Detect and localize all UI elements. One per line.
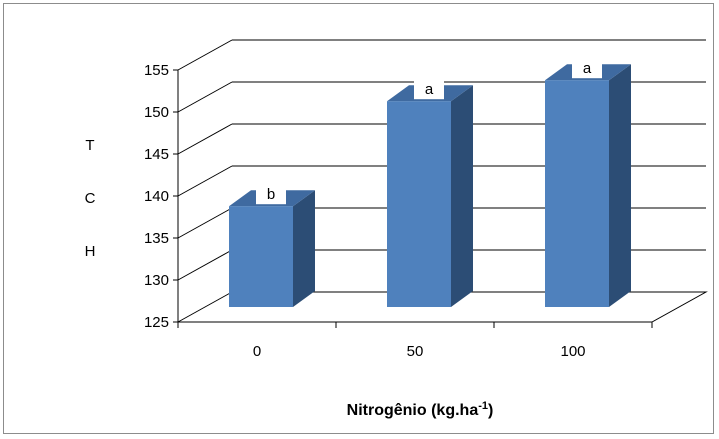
x-axis-title-close: ) <box>488 402 493 419</box>
bars <box>229 64 631 307</box>
x-tick-labels: 0 50 100 <box>253 343 586 360</box>
gridline-diagonal <box>177 81 233 113</box>
gridline-diagonal <box>177 123 233 155</box>
data-label-background <box>572 56 602 79</box>
data-label: a <box>583 60 592 77</box>
y-tick-labels: 125 130 135 140 145 150 155 <box>144 62 169 331</box>
x-tick-label: 50 <box>407 343 424 360</box>
y-axis-letter-c: C <box>85 190 96 207</box>
gridline-diagonal <box>177 165 233 197</box>
x-axis-title-superscript: -1 <box>478 400 488 412</box>
gridline-diagonal <box>177 291 233 323</box>
y-axis-letter-h: H <box>85 243 96 260</box>
x-axis-title: Nitrogênio (kg.ha-1) <box>347 400 494 419</box>
data-labels: b a a <box>256 56 602 205</box>
bar-front-face <box>387 101 451 307</box>
x-tick-label: 100 <box>560 343 585 360</box>
bar-front-face <box>229 206 293 307</box>
gridline-diagonal <box>177 207 233 239</box>
data-label: b <box>267 186 275 203</box>
bar-side-face <box>451 85 473 307</box>
x-axis-title-main: Nitrogênio (kg.ha <box>347 402 479 419</box>
bar-side-face <box>609 64 631 307</box>
y-tick-label: 155 <box>144 62 169 79</box>
gridline-diagonal <box>177 249 233 281</box>
y-tick-label: 130 <box>144 272 169 289</box>
data-label: a <box>425 81 434 98</box>
gridline-diagonal <box>177 39 233 71</box>
y-tick-label: 135 <box>144 230 169 247</box>
y-axis-letter-t: T <box>85 137 94 154</box>
y-tick-label: 150 <box>144 104 169 121</box>
y-tick-label: 125 <box>144 314 169 331</box>
data-label-background <box>414 77 444 100</box>
y-tick-label: 145 <box>144 146 169 163</box>
y-tick-label: 140 <box>144 188 169 205</box>
x-tick-label: 0 <box>253 343 261 360</box>
data-label-background <box>256 182 286 205</box>
bar-front-face <box>545 80 609 307</box>
bar-side-face <box>293 190 315 307</box>
